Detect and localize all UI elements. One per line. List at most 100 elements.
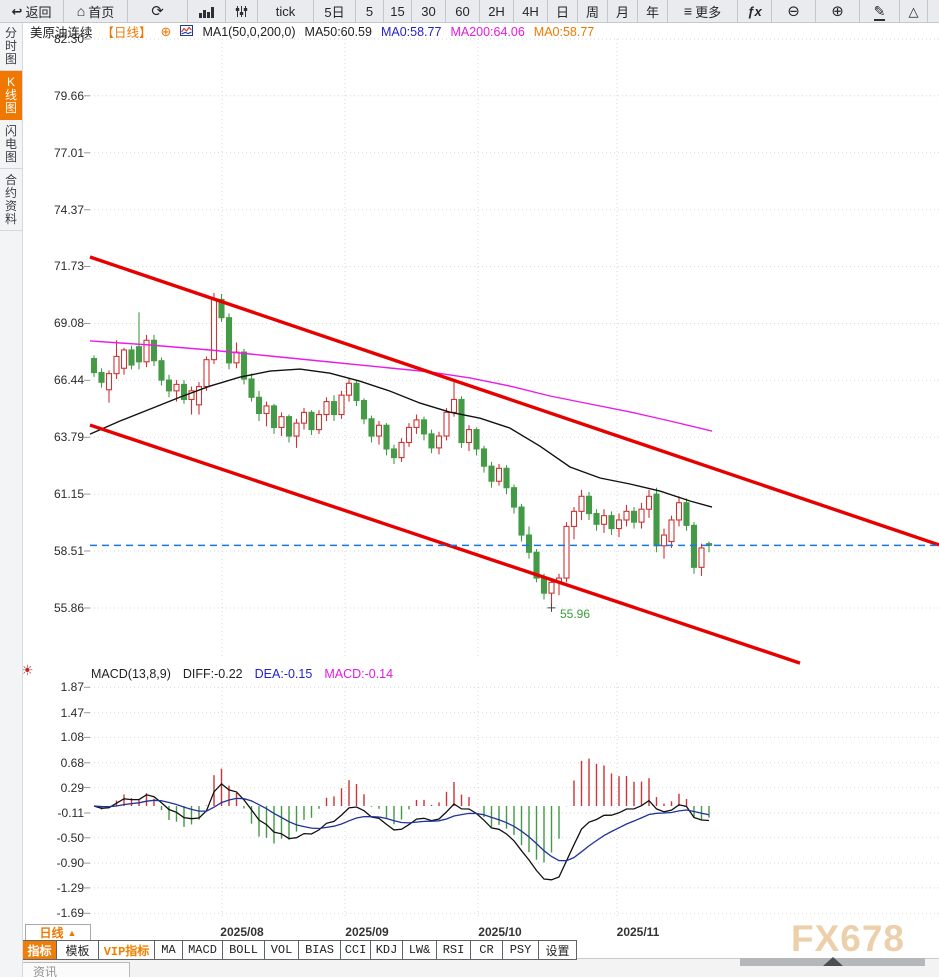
tab-settings[interactable]: 设置 (539, 941, 577, 959)
tab-bias[interactable]: BIAS (299, 941, 341, 959)
toolbar-item-label: 更多 (695, 4, 722, 20)
toolbar-item-label: 60 (455, 3, 470, 19)
toolbar-item-label: 年 (645, 4, 659, 20)
scrollbar-arrow-icon[interactable] (823, 957, 843, 966)
ma0-orange-value: MA0:58.77 (533, 24, 595, 39)
interval-5day-button[interactable]: 5日 (314, 0, 356, 22)
price-tick-label: 77.01 (53, 145, 84, 160)
macd-tick-label: -1.69 (56, 906, 84, 921)
home-icon: ⌂ (76, 2, 86, 19)
interval-week-button[interactable]: 周 (578, 0, 608, 22)
price-tick-label: 61.15 (53, 487, 84, 502)
macd-legend: MACD(13,8,9) DIFF:-0.22 DEA:-0.15 MACD:-… (91, 666, 393, 681)
symbol-name: 美原油连续 (30, 26, 93, 40)
tab-lw[interactable]: LW& (403, 941, 437, 959)
period-selector[interactable]: 日线 ▲ (25, 924, 91, 941)
toolbar-item-label: 首页 (88, 4, 115, 20)
main-chart-legend: 美原油连续 【日线】 ⊕ MA1(50,0,200,0) MA50:60.59 … (30, 23, 595, 41)
interval-tick-button[interactable]: tick (258, 0, 314, 22)
interval-4h-button[interactable]: 4H (514, 0, 548, 22)
macd-tick-label: -1.29 (56, 880, 84, 895)
date-tick-label: 2025/11 (616, 925, 660, 939)
news-tab-partial[interactable]: 资讯 (18, 962, 130, 977)
toolbar-item-label: 4H (522, 3, 539, 19)
macd-diff-value: DIFF:-0.22 (182, 666, 243, 681)
toolbar-item-label: 15 (390, 3, 405, 19)
sidebar-item-time-chart[interactable]: 分时图 (0, 22, 22, 71)
tab-rsi[interactable]: RSI (437, 941, 471, 959)
refresh-button[interactable]: ⟳ (128, 0, 188, 22)
macd-settings-icon[interactable]: ☀ (21, 662, 34, 678)
tab-macd[interactable]: MACD (183, 941, 223, 959)
add-indicator-icon[interactable]: ⊕ (160, 23, 172, 39)
toolbar-item-label: 周 (585, 4, 599, 20)
period-selector-label: 日线 (39, 926, 64, 940)
toolbar-item-label: 30 (421, 3, 436, 19)
interval-5-button[interactable]: 5 (356, 0, 384, 22)
zoom-in-icon: ⊕ (831, 2, 844, 20)
mini-chart-icon[interactable] (180, 24, 194, 39)
sidebar-item-contract-info[interactable]: 合约资料 (0, 169, 22, 231)
interval-30-button[interactable]: 30 (412, 0, 446, 22)
macd-tick-label: -0.50 (56, 830, 84, 845)
price-tick-label: 55.86 (53, 600, 84, 615)
draw-button[interactable]: ✎ (860, 0, 900, 22)
back-button[interactable]: ↩ 返回 (0, 0, 64, 22)
toolbar-item-label: tick (275, 3, 296, 19)
macd-tick-label: 1.87 (60, 680, 84, 695)
interval-60-button[interactable]: 60 (446, 0, 480, 22)
zoom-out-button[interactable]: ⊖ (772, 0, 816, 22)
toolbar-item-label: 5日 (324, 4, 345, 20)
price-tick-label: 79.66 (53, 88, 84, 103)
macd-tick-label: 0.29 (60, 780, 84, 795)
price-tick-label: 63.79 (53, 430, 84, 445)
period-label: 【日线】 (101, 26, 152, 40)
tab-cr[interactable]: CR (471, 941, 503, 959)
tab-indicator[interactable]: 指标 (22, 941, 57, 959)
toolbar-item-label: 返回 (25, 4, 52, 20)
macd-dea-value: DEA:-0.15 (254, 666, 313, 681)
fx-button[interactable]: ƒx (738, 0, 772, 22)
macd-tick-label: 1.08 (60, 730, 84, 745)
low-price-label: 55.96 (560, 607, 591, 621)
tab-boll[interactable]: BOLL (223, 941, 265, 959)
tab-template[interactable]: 模板 (57, 941, 99, 959)
indicator-tabbar: 指标 模板 VIP指标 MA MACD BOLL VOL BIAS CCI KDJ LW& RSI CR… (22, 940, 577, 960)
tab-vip-indicator[interactable]: VIP指标 (99, 941, 155, 959)
toolbar-item-label: 日 (555, 4, 569, 20)
interval-15-button[interactable]: 15 (384, 0, 412, 22)
tab-cci[interactable]: CCI (341, 941, 371, 959)
refresh-icon: ⟳ (151, 2, 164, 20)
interval-day-button[interactable]: 日 (548, 0, 578, 22)
shape-button[interactable]: △ (900, 0, 928, 22)
ma50-value: MA50:60.59 (304, 24, 372, 39)
interval-month-button[interactable]: 月 (608, 0, 638, 22)
back-icon: ↩ (11, 3, 23, 19)
interval-year-button[interactable]: 年 (638, 0, 668, 22)
date-tick-label: 2025/10 (478, 925, 522, 939)
home-button[interactable]: ⌂ 首页 (64, 0, 128, 22)
tab-ma[interactable]: MA (155, 941, 183, 959)
ma-settings-label: MA1(50,0,200,0) (202, 24, 296, 39)
price-tick-label: 74.37 (53, 202, 84, 217)
ma200-value: MA200:64.06 (450, 24, 525, 39)
chart-style-button[interactable] (188, 0, 226, 22)
zoom-in-button[interactable]: ⊕ (816, 0, 860, 22)
macd-tick-label: -0.90 (56, 856, 84, 871)
indicator-settings-button[interactable] (226, 0, 258, 22)
macd-tick-label: -0.11 (57, 805, 84, 820)
macd-tick-label: 0.68 (60, 755, 84, 770)
draw-icon: ✎ (873, 2, 886, 21)
period-selector-arrow-icon: ▲ (67, 927, 77, 938)
more-button[interactable]: ≡ 更多 (668, 0, 738, 22)
indicator-settings-icon (235, 5, 248, 18)
tab-psy[interactable]: PSY (503, 941, 539, 959)
price-tick-label: 58.51 (53, 543, 84, 558)
interval-2h-button[interactable]: 2H (480, 0, 514, 22)
sidebar-item-lightning-chart[interactable]: 闪电图 (0, 120, 22, 169)
tab-vol[interactable]: VOL (265, 941, 299, 959)
tab-kdj[interactable]: KDJ (371, 941, 403, 959)
